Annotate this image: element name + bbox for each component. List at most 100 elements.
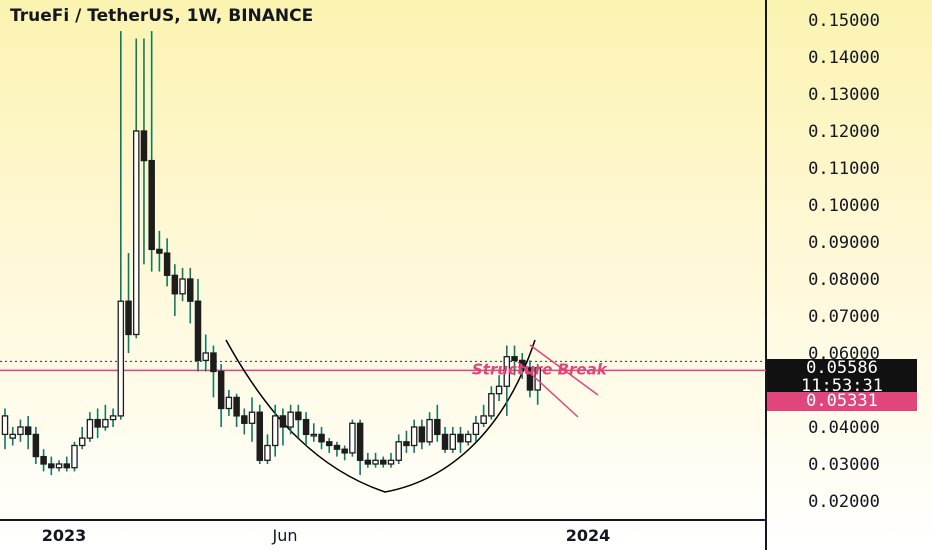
candle-body <box>418 426 426 443</box>
price-tick-label: 0.09000 <box>808 233 880 253</box>
candle <box>511 345 518 376</box>
candle-body <box>217 370 225 410</box>
candle-body <box>109 415 117 421</box>
candle <box>287 404 294 435</box>
candle-body <box>117 300 125 417</box>
candle <box>179 267 186 302</box>
candle-body <box>163 252 171 276</box>
candle-body <box>256 411 264 461</box>
candle <box>418 419 426 450</box>
price-tick-label: 0.08000 <box>808 270 880 290</box>
candle-body <box>495 385 503 395</box>
candle <box>233 393 240 427</box>
candle <box>94 408 101 439</box>
candle <box>372 452 379 468</box>
candle-body <box>349 422 356 454</box>
price-tick-label: 0.15000 <box>808 11 880 31</box>
candle-body <box>356 422 364 461</box>
candle <box>380 456 387 468</box>
price-tick-label: 0.13000 <box>808 85 880 105</box>
candle <box>426 412 433 446</box>
candle-body <box>194 300 202 362</box>
candle <box>156 230 163 272</box>
candle-body <box>125 300 132 336</box>
candle <box>318 427 325 450</box>
candle-body <box>325 441 333 447</box>
candle <box>434 404 441 442</box>
last-price-label: 0.05586 11:53:31 <box>767 359 917 396</box>
candle-body <box>333 444 341 450</box>
candle-body <box>287 411 294 428</box>
price-tick-label: 0.14000 <box>808 48 880 68</box>
price-tick-label: 0.04000 <box>808 418 880 438</box>
candle-body <box>472 422 480 436</box>
candle <box>194 279 202 372</box>
candle <box>472 415 480 442</box>
price-tick-label: 0.12000 <box>808 122 880 142</box>
candle <box>55 460 63 472</box>
candle-body <box>534 367 541 391</box>
candle-body <box>202 352 209 362</box>
candle <box>225 390 233 416</box>
candle-body <box>511 356 518 362</box>
candle-body <box>457 433 464 443</box>
candle <box>9 427 16 446</box>
time-tick-label: 2023 <box>42 526 87 545</box>
chart-title: TrueFi / TetherUS, 1W, BINANCE <box>10 6 314 26</box>
candle <box>526 360 534 398</box>
candle-body <box>40 455 47 465</box>
candle <box>349 419 356 457</box>
price-tick-label: 0.11000 <box>808 159 880 179</box>
price-tick-label: 0.07000 <box>808 307 880 327</box>
last-price-value: 0.05586 <box>806 358 878 378</box>
candle-body <box>63 463 71 469</box>
candle <box>140 38 148 265</box>
candle <box>102 404 109 431</box>
candle <box>395 434 402 464</box>
candle <box>441 427 449 453</box>
candle-body <box>24 426 32 436</box>
candle <box>48 456 55 476</box>
candle <box>302 412 310 446</box>
candle <box>333 441 341 457</box>
candle-body <box>434 418 441 436</box>
candle-body <box>279 415 287 428</box>
candle-body <box>140 130 148 162</box>
candle <box>279 408 287 446</box>
candle <box>86 412 94 442</box>
candle-body <box>71 444 78 469</box>
candle-body <box>449 433 457 450</box>
candle <box>109 408 117 427</box>
price-tick-label: 0.10000 <box>808 196 880 216</box>
candle-body <box>225 396 233 410</box>
candle-body <box>318 433 325 443</box>
candle-body <box>526 367 534 391</box>
candle-body <box>387 459 395 465</box>
bar-countdown: 11:53:31 <box>801 376 883 396</box>
candle-body <box>403 441 410 447</box>
candle <box>356 419 364 476</box>
candle <box>217 364 225 427</box>
candle <box>364 452 372 468</box>
candle-body <box>156 248 163 254</box>
flag-channel-upper <box>529 344 599 396</box>
candle-body <box>380 459 387 465</box>
candle-body <box>264 444 271 461</box>
candle <box>503 345 511 416</box>
candle-body <box>9 433 16 439</box>
candle-body <box>86 418 94 439</box>
candle-body <box>102 418 109 428</box>
candle <box>495 375 503 402</box>
candle <box>341 445 348 461</box>
candle <box>387 452 395 468</box>
candle <box>117 31 125 420</box>
candle <box>403 430 410 453</box>
candle <box>488 386 495 420</box>
candle <box>241 408 248 435</box>
candle <box>210 345 217 398</box>
candle-body <box>341 448 348 454</box>
candle-body <box>464 433 472 443</box>
candle <box>40 449 47 472</box>
